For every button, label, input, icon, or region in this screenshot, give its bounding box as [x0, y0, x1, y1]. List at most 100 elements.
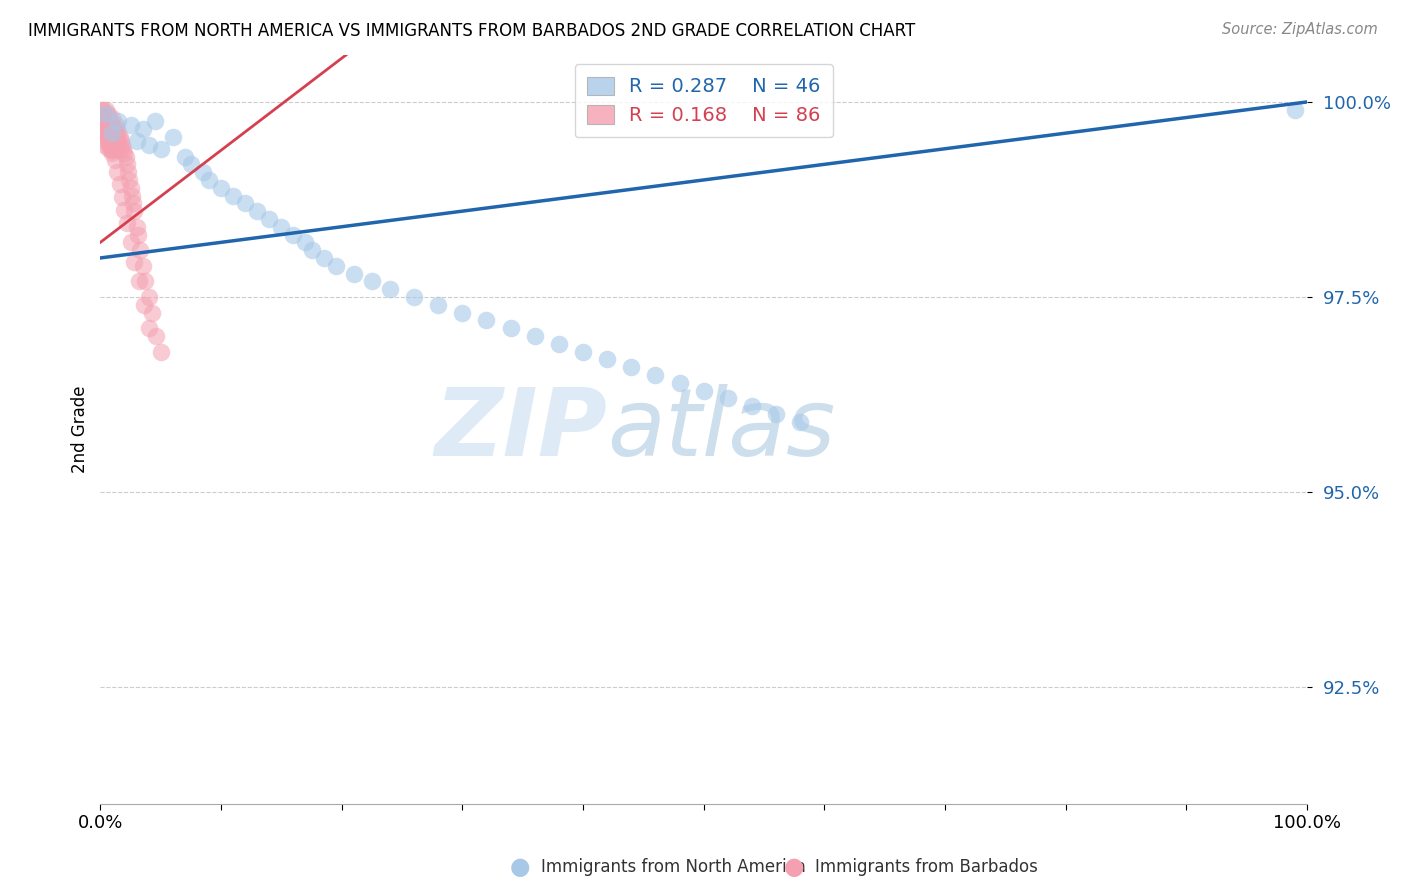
Point	[149, 344, 172, 359]
Point	[111, 137, 134, 152]
Point	[294, 235, 316, 250]
Point	[100, 130, 122, 145]
Point	[115, 216, 138, 230]
Text: Immigrants from Barbados: Immigrants from Barbados	[815, 858, 1039, 876]
Point	[209, 180, 232, 194]
Point	[451, 305, 474, 319]
Point	[129, 243, 152, 257]
Point	[246, 204, 269, 219]
Point	[620, 360, 643, 375]
Point	[122, 255, 145, 269]
Point	[96, 126, 118, 140]
Point	[122, 196, 145, 211]
Point	[112, 142, 135, 156]
Point	[91, 114, 114, 128]
Point	[93, 137, 115, 152]
Point	[717, 392, 740, 406]
Point	[114, 149, 136, 163]
Point	[789, 415, 811, 429]
Point	[173, 149, 195, 163]
Point	[101, 122, 124, 136]
Point	[107, 126, 129, 140]
Point	[270, 219, 292, 234]
Point	[128, 274, 150, 288]
Point	[120, 235, 142, 250]
Point	[105, 130, 128, 145]
Point	[122, 204, 145, 219]
Point	[90, 111, 112, 125]
Point	[132, 298, 155, 312]
Point	[93, 122, 115, 136]
Point	[312, 251, 335, 265]
Point	[98, 137, 121, 152]
Point	[104, 136, 127, 150]
Y-axis label: 2nd Grade: 2nd Grade	[72, 386, 89, 474]
Point	[107, 137, 129, 152]
Point	[105, 134, 128, 148]
Point	[103, 144, 125, 158]
Point	[100, 137, 122, 152]
Point	[1284, 103, 1306, 117]
Point	[114, 202, 136, 217]
Point	[138, 321, 160, 335]
Point	[93, 106, 115, 120]
Point	[283, 227, 305, 242]
Point	[108, 142, 131, 156]
Point	[94, 114, 117, 128]
Text: ●: ●	[785, 855, 804, 879]
Text: IMMIGRANTS FROM NORTH AMERICA VS IMMIGRANTS FROM BARBADOS 2ND GRADE CORRELATION : IMMIGRANTS FROM NORTH AMERICA VS IMMIGRA…	[28, 22, 915, 40]
Point	[91, 103, 114, 117]
Point	[475, 313, 498, 327]
Point	[97, 142, 120, 156]
Point	[644, 368, 666, 382]
Point	[141, 305, 163, 319]
Point	[343, 267, 366, 281]
Point	[120, 119, 142, 133]
Point	[180, 157, 202, 171]
Point	[121, 188, 143, 202]
Point	[765, 407, 787, 421]
Point	[97, 128, 120, 142]
Point	[131, 259, 153, 273]
Point	[131, 122, 153, 136]
Legend: R = 0.287    N = 46, R = 0.168    N = 86: R = 0.287 N = 46, R = 0.168 N = 86	[575, 64, 832, 137]
Point	[98, 126, 121, 140]
Point	[100, 119, 122, 133]
Point	[572, 344, 595, 359]
Point	[523, 329, 546, 343]
Point	[96, 103, 118, 117]
Point	[93, 130, 115, 145]
Point	[741, 399, 763, 413]
Point	[134, 274, 156, 288]
Point	[145, 329, 167, 343]
Point	[101, 145, 124, 160]
Text: ●: ●	[510, 855, 530, 879]
Point	[111, 190, 134, 204]
Point	[105, 165, 128, 179]
Point	[94, 111, 117, 125]
Point	[97, 122, 120, 136]
Point	[191, 165, 214, 179]
Point	[143, 114, 166, 128]
Point	[101, 144, 124, 158]
Text: Immigrants from North America: Immigrants from North America	[541, 858, 806, 876]
Point	[198, 173, 221, 187]
Point	[125, 219, 148, 234]
Point	[91, 119, 114, 133]
Point	[103, 120, 125, 134]
Point	[101, 126, 124, 140]
Point	[378, 282, 401, 296]
Point	[96, 119, 118, 133]
Text: atlas: atlas	[607, 384, 835, 475]
Point	[427, 298, 450, 312]
Point	[127, 227, 149, 242]
Point	[98, 134, 121, 148]
Point	[114, 145, 136, 160]
Point	[325, 259, 347, 273]
Point	[120, 180, 142, 194]
Point	[96, 106, 118, 120]
Point	[97, 134, 120, 148]
Point	[118, 173, 141, 187]
Point	[107, 114, 129, 128]
Point	[110, 134, 132, 148]
